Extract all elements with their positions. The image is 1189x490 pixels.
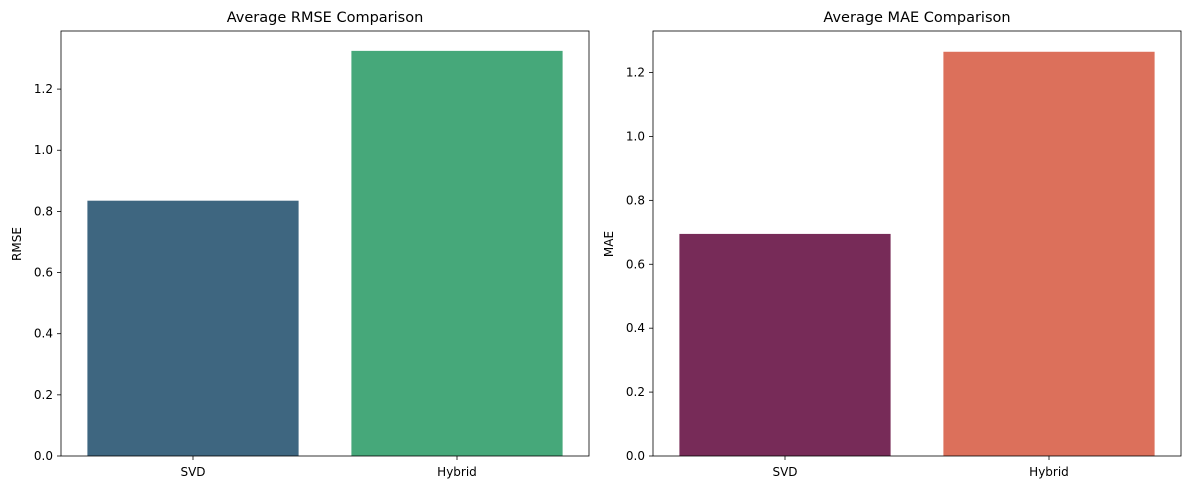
y-tick-label: 0.8 — [34, 204, 53, 218]
mae-chart-panel: Average MAE Comparison MAE 0.00.20.40.60… — [602, 10, 1182, 479]
x-tick-label: Hybrid — [437, 465, 477, 479]
bar-svd — [87, 200, 299, 456]
y-tick-label: 0.6 — [34, 266, 53, 280]
y-axis-label: MAE — [602, 231, 616, 257]
y-tick-label: 0.4 — [34, 327, 53, 341]
y-tick-label: 0.2 — [34, 388, 53, 402]
chart-title: Average RMSE Comparison — [227, 10, 424, 26]
bar-group — [679, 51, 1155, 456]
y-tick-label: 1.2 — [626, 66, 645, 80]
x-tick-label: SVD — [772, 465, 797, 479]
x-tick-label: SVD — [180, 465, 205, 479]
y-tick-label: 0.0 — [34, 449, 53, 463]
bar-group — [87, 50, 563, 457]
plot-frame — [60, 30, 590, 457]
y-tick-label: 0.8 — [626, 193, 645, 207]
y-tick-label: 0.2 — [626, 385, 645, 399]
x-axis-ticks: SVD Hybrid — [772, 456, 1069, 479]
y-tick-label: 0.0 — [626, 449, 645, 463]
y-axis-ticks: 0.0 0.2 0.4 0.6 0.8 1.0 1.2 — [34, 82, 61, 463]
bar-hybrid — [943, 51, 1155, 456]
y-tick-label: 0.6 — [626, 257, 645, 271]
y-tick-label: 0.4 — [626, 321, 645, 335]
chart-title: Average MAE Comparison — [823, 10, 1010, 26]
y-tick-label: 1.0 — [626, 129, 645, 143]
y-axis-label: RMSE — [10, 227, 24, 261]
plot-frame — [652, 30, 1182, 457]
x-axis-ticks: SVD Hybrid — [180, 456, 477, 479]
y-axis-ticks: 0.0 0.2 0.4 0.6 0.8 1.0 1.2 — [626, 66, 653, 463]
bar-hybrid — [351, 50, 563, 457]
bar-svd — [679, 233, 891, 456]
y-tick-label: 1.0 — [34, 143, 53, 157]
y-tick-label: 1.2 — [34, 82, 53, 96]
rmse-chart-panel: Average RMSE Comparison RMSE 0.00.20.40.… — [10, 10, 590, 479]
x-tick-label: Hybrid — [1029, 465, 1069, 479]
